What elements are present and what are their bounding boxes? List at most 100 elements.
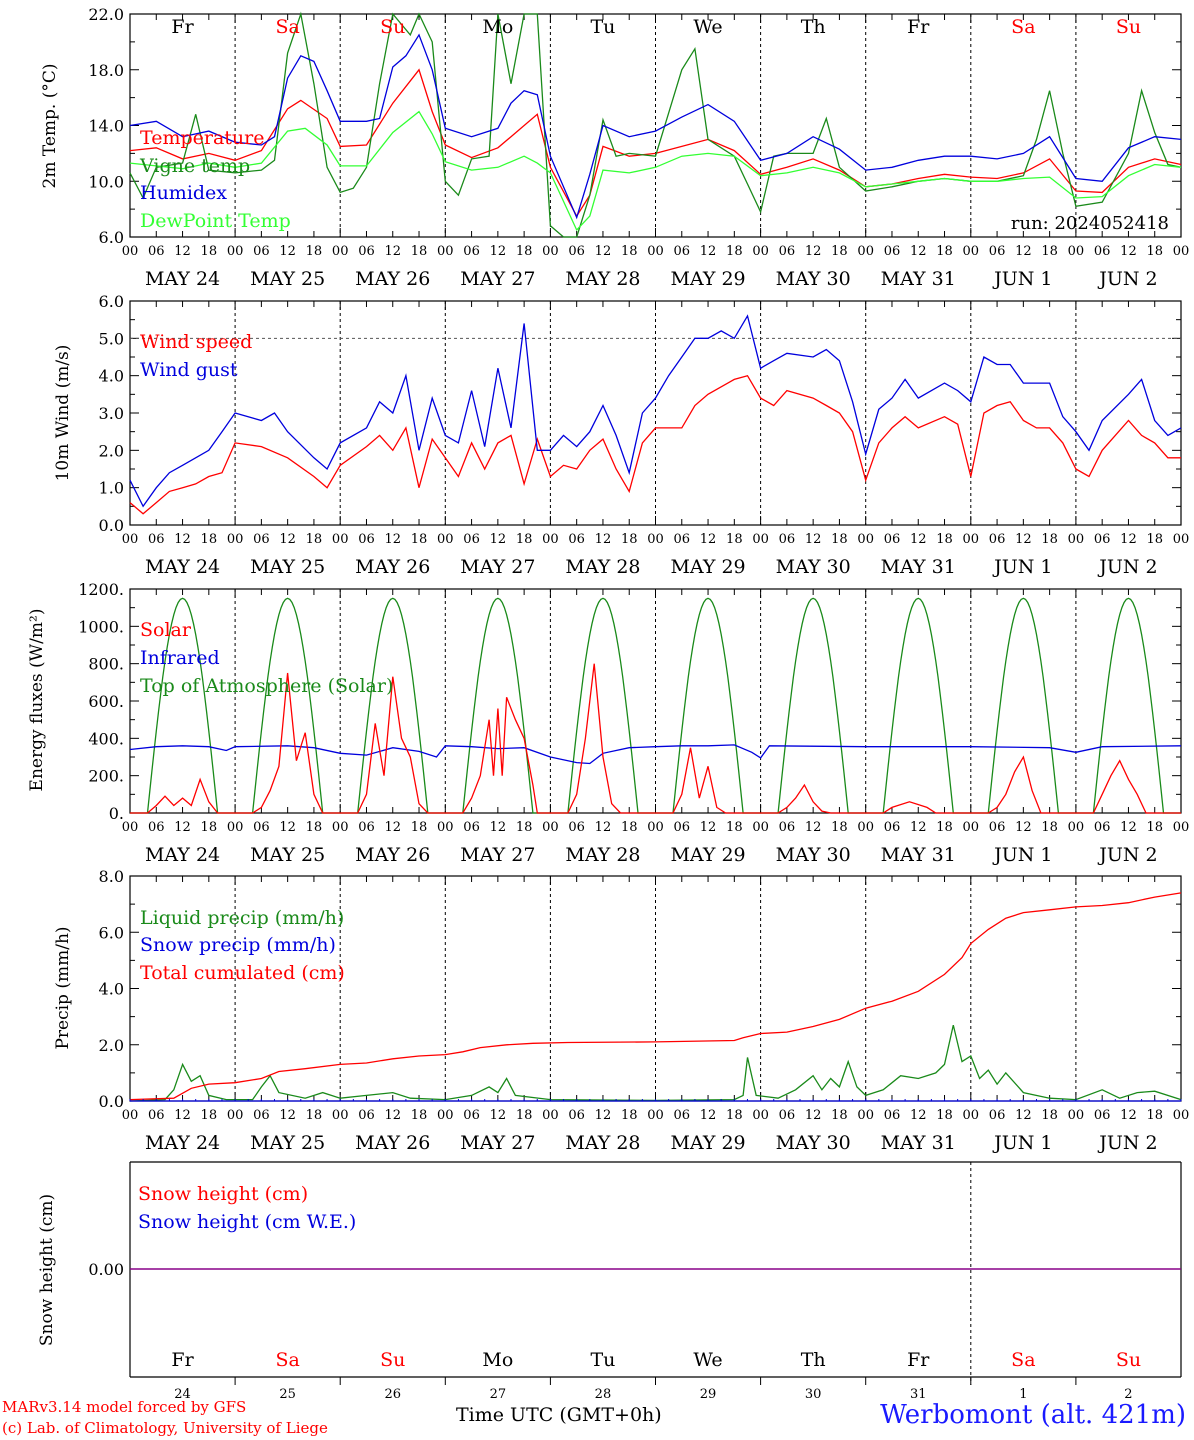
legend-humidex: Humidex: [140, 182, 227, 204]
date-label: MAY 27: [460, 844, 535, 866]
legend-dewpoint-temp: DewPoint Temp: [140, 210, 291, 232]
hour-tick-label: 06: [148, 532, 165, 547]
y-tick-label: 6.0: [99, 923, 124, 942]
hour-tick-label: 18: [306, 244, 323, 259]
hour-tick-label: 06: [989, 532, 1006, 547]
hour-tick-label: 06: [674, 820, 691, 835]
date-label: MAY 25: [250, 1132, 325, 1154]
hour-tick-label: 00: [122, 1108, 139, 1123]
y-tick-label: 22.0: [88, 5, 124, 24]
hour-tick-label: 06: [568, 532, 585, 547]
hour-tick-label: 18: [726, 244, 743, 259]
hour-tick-label: 00: [857, 820, 874, 835]
date-label: MAY 29: [670, 268, 745, 290]
hour-tick-label: 18: [411, 1108, 428, 1123]
hour-tick-label: 00: [963, 820, 980, 835]
hour-tick-label: 12: [1015, 820, 1032, 835]
legend-liquid-precip-mm-h-: Liquid precip (mm/h): [140, 907, 344, 929]
hour-tick-label: 18: [411, 244, 428, 259]
model-credit: MARv3.14 model forced by GFS: [2, 1398, 247, 1416]
legend-snow-height-cm-: Snow height (cm): [138, 1183, 308, 1205]
hour-tick-label: 00: [1173, 1108, 1190, 1123]
day-number: 28: [595, 1387, 612, 1402]
hour-tick-label: 00: [437, 820, 454, 835]
hour-tick-label: 06: [884, 244, 901, 259]
hour-tick-label: 12: [384, 532, 401, 547]
y-tick-label: 1200.: [78, 580, 124, 599]
hour-tick-label: 12: [490, 244, 507, 259]
date-label: JUN 2: [1097, 1132, 1157, 1154]
day-name: Su: [1116, 1349, 1141, 1371]
hour-tick-label: 18: [621, 820, 638, 835]
day-number: 25: [279, 1387, 296, 1402]
hour-tick-label: 18: [201, 244, 218, 259]
hour-tick-label: 18: [1146, 244, 1163, 259]
hour-tick-label: 00: [857, 1108, 874, 1123]
series-line-wind-gust: [129, 314, 1182, 508]
hour-tick-label: 12: [805, 820, 822, 835]
y-axis-label: Snow height (cm): [37, 1194, 57, 1346]
hour-tick-label: 06: [148, 244, 165, 259]
y-tick-label: 1.0: [99, 479, 124, 498]
hour-tick-label: 00: [122, 820, 139, 835]
date-label: MAY 30: [776, 844, 851, 866]
y-tick-label: 6.0: [99, 292, 124, 311]
hour-tick-label: 00: [332, 820, 349, 835]
day-name: We: [693, 16, 722, 38]
hour-tick-label: 06: [779, 532, 796, 547]
y-axis-label: Precip (mm/h): [53, 926, 73, 1049]
hour-tick-label: 00: [1173, 532, 1190, 547]
hour-tick-label: 18: [621, 244, 638, 259]
hour-tick-label: 06: [568, 244, 585, 259]
series-line-humidex: [129, 33, 1182, 220]
hour-tick-label: 18: [201, 532, 218, 547]
series-line-dewpoint-temp: [129, 110, 1182, 232]
day-number: 24: [174, 1387, 191, 1402]
date-label: MAY 24: [145, 1132, 220, 1154]
hour-tick-label: 06: [989, 244, 1006, 259]
hour-tick-label: 18: [936, 820, 953, 835]
hour-tick-label: 06: [463, 820, 480, 835]
legend-total-cumulated-cm-: Total cumulated (cm): [140, 962, 345, 984]
hour-tick-label: 00: [1068, 244, 1085, 259]
hour-tick-label: 06: [1094, 244, 1111, 259]
hour-tick-label: 06: [989, 1108, 1006, 1123]
hour-tick-label: 18: [411, 532, 428, 547]
y-tick-label: 0.00: [88, 1260, 124, 1279]
hour-tick-label: 06: [779, 244, 796, 259]
date-label: MAY 30: [776, 556, 851, 578]
hour-tick-label: 00: [752, 1108, 769, 1123]
hour-tick-label: 12: [805, 244, 822, 259]
hour-tick-label: 18: [306, 532, 323, 547]
day-number: 29: [700, 1387, 717, 1402]
hour-tick-label: 00: [647, 244, 664, 259]
hour-tick-label: 00: [752, 820, 769, 835]
hour-tick-label: 18: [831, 820, 848, 835]
hour-tick-label: 06: [674, 532, 691, 547]
hour-tick-label: 06: [358, 820, 375, 835]
hour-tick-label: 18: [1041, 244, 1058, 259]
date-label: MAY 24: [145, 844, 220, 866]
hour-tick-label: 00: [227, 244, 244, 259]
day-number: 31: [910, 1387, 927, 1402]
hour-tick-label: 12: [1015, 1108, 1032, 1123]
hour-tick-label: 12: [1120, 532, 1137, 547]
hour-tick-label: 00: [332, 1108, 349, 1123]
day-name: Tu: [590, 16, 615, 38]
date-label: MAY 27: [460, 556, 535, 578]
hour-tick-label: 06: [253, 1108, 270, 1123]
legend-wind-gust: Wind gust: [140, 359, 238, 381]
date-label: MAY 26: [355, 844, 430, 866]
hour-tick-label: 06: [358, 244, 375, 259]
day-number: 27: [490, 1387, 507, 1402]
hour-tick-label: 06: [884, 532, 901, 547]
hour-tick-label: 00: [437, 532, 454, 547]
y-tick-label: 600.: [88, 692, 124, 711]
hour-tick-label: 18: [621, 532, 638, 547]
hour-tick-label: 12: [700, 244, 717, 259]
day-name: Sa: [1011, 1349, 1035, 1371]
y-tick-label: 14.0: [88, 117, 124, 136]
hour-tick-label: 06: [463, 532, 480, 547]
hour-tick-label: 18: [726, 1108, 743, 1123]
hour-tick-label: 18: [936, 1108, 953, 1123]
